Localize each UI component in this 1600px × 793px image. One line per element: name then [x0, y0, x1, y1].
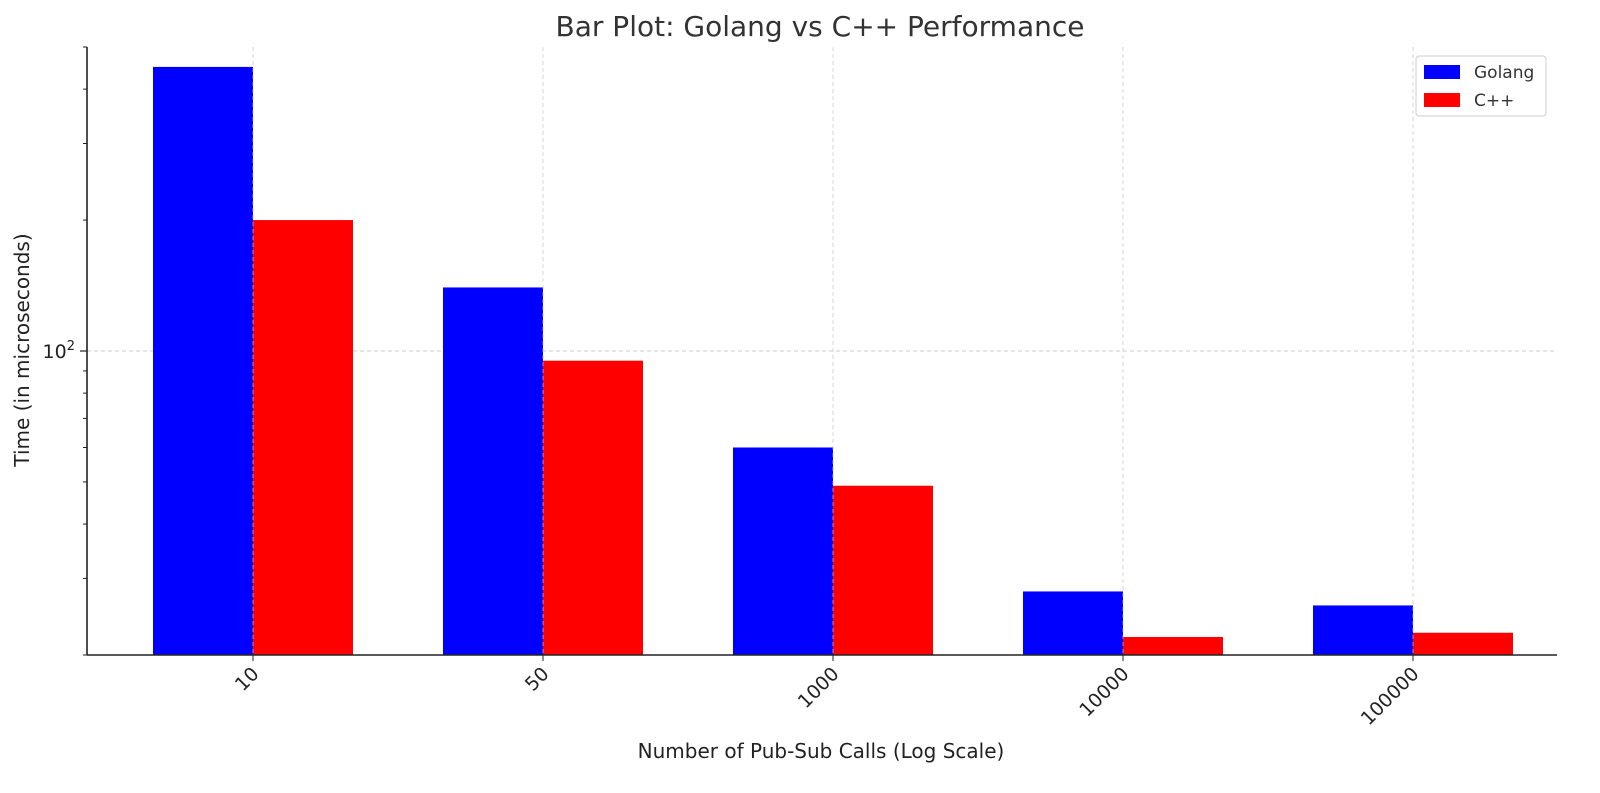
y-tick-label: 102 — [43, 339, 75, 363]
bar-golang-100000 — [1313, 605, 1413, 655]
bar-golang-1000 — [733, 447, 833, 655]
y-axis-label: Time (in microseconds) — [10, 233, 34, 467]
legend-swatch — [1424, 65, 1460, 79]
bar-cpp-1000 — [833, 485, 933, 655]
bars — [153, 47, 1513, 655]
x-tick-label: 10000 — [1075, 663, 1133, 721]
bar-cpp-50 — [543, 360, 643, 655]
axes — [80, 46, 1557, 661]
legend: Golang C++ — [1415, 55, 1547, 117]
bar-cpp-10 — [253, 220, 353, 655]
x-tick-label: 50 — [521, 663, 554, 696]
bar-golang-10000 — [1023, 591, 1123, 655]
x-tick-label: 10 — [231, 663, 264, 696]
legend-label: Golang — [1474, 63, 1534, 83]
legend-swatch — [1424, 93, 1460, 107]
bar-golang-50 — [443, 287, 543, 655]
x-tick-label: 1000 — [794, 663, 844, 713]
chart-title: Bar Plot: Golang vs C++ Performance — [556, 10, 1085, 43]
legend-label: C++ — [1474, 91, 1514, 111]
x-axis-label: Number of Pub-Sub Calls (Log Scale) — [638, 739, 1005, 763]
bar-golang-10 — [153, 66, 253, 655]
x-tick-label: 100000 — [1357, 663, 1424, 730]
bar-cpp-100000 — [1413, 632, 1513, 655]
bar-cpp-10000 — [1123, 636, 1223, 655]
